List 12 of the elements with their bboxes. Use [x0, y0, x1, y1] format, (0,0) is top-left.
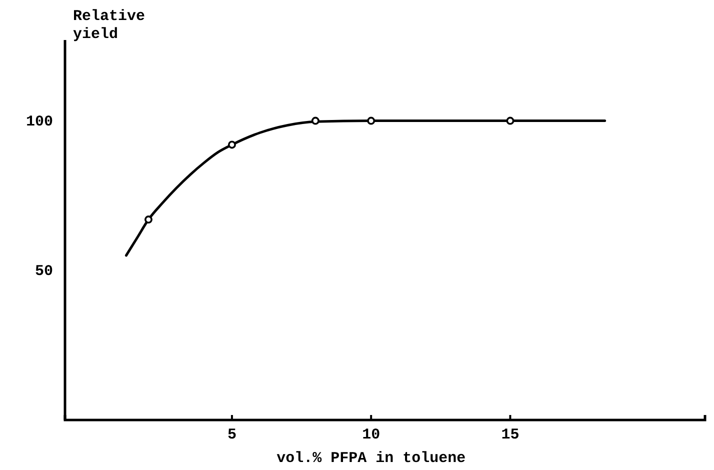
- y-tick-label: 50: [34, 263, 53, 280]
- x-axis-title: vol.% PFPA in toluene: [276, 450, 466, 467]
- point: [367, 116, 376, 125]
- x-tick-label: 10: [362, 426, 380, 444]
- y-tick-label: 100: [26, 114, 53, 131]
- point: [144, 216, 152, 224]
- point: [311, 116, 320, 125]
- y-axis-title: Relative yield: [73, 8, 146, 43]
- point: [228, 140, 236, 149]
- x-tick-label: 15: [501, 426, 520, 444]
- x-tick-label: 5: [227, 426, 236, 444]
- point: [506, 116, 514, 125]
